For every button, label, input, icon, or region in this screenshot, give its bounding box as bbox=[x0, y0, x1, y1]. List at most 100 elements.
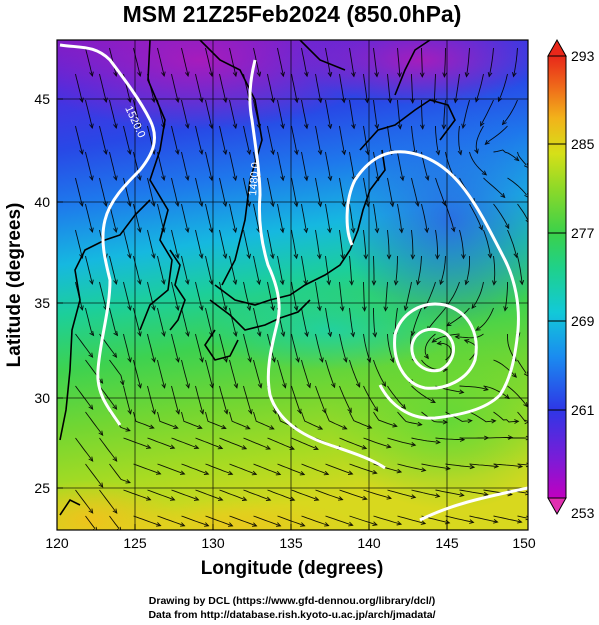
streamline bbox=[181, 203, 189, 233]
streamline-arrowhead bbox=[464, 72, 470, 78]
streamline-arrowhead bbox=[424, 227, 430, 234]
streamline-arrowhead bbox=[208, 123, 214, 130]
streamline-arrowhead bbox=[430, 398, 436, 403]
streamline-arrowhead bbox=[441, 200, 447, 207]
streamline bbox=[157, 515, 185, 527]
streamline-arrowhead bbox=[432, 98, 437, 104]
streamline bbox=[291, 489, 319, 501]
streamline bbox=[397, 151, 404, 181]
colorbar-tick-label: 285 bbox=[571, 136, 595, 152]
streamline bbox=[387, 73, 391, 103]
streamline bbox=[147, 489, 175, 501]
streamline bbox=[253, 307, 261, 337]
streamline-arrowhead bbox=[530, 124, 534, 128]
streamline bbox=[421, 411, 448, 423]
streamline bbox=[435, 177, 446, 206]
streamline-arrowhead bbox=[103, 149, 108, 156]
x-tick-label: 130 bbox=[201, 535, 225, 551]
streamline-arrowhead bbox=[306, 383, 311, 389]
streamline bbox=[85, 99, 93, 129]
streamline-arrowhead bbox=[416, 280, 421, 286]
streamline bbox=[432, 333, 460, 343]
streamline bbox=[219, 489, 247, 501]
streamline bbox=[397, 47, 401, 77]
streamline-arrowhead bbox=[270, 253, 275, 260]
streamline bbox=[277, 255, 284, 285]
streamline bbox=[205, 411, 226, 429]
streamline-arrowhead bbox=[137, 331, 142, 337]
y-tick-label: 40 bbox=[34, 194, 50, 210]
streamline-arrowhead bbox=[524, 419, 528, 425]
streamline bbox=[301, 307, 308, 337]
streamline bbox=[435, 489, 464, 496]
streamline bbox=[301, 99, 308, 129]
streamline bbox=[243, 229, 250, 259]
streamline-arrowhead bbox=[233, 383, 239, 389]
streamline-arrowhead bbox=[275, 470, 282, 476]
streamline-arrowhead bbox=[227, 522, 234, 527]
streamline-arrowhead bbox=[151, 305, 156, 312]
streamline bbox=[253, 99, 261, 129]
streamline bbox=[267, 73, 274, 103]
streamline bbox=[493, 515, 522, 523]
streamline-arrowhead bbox=[98, 430, 104, 436]
streamline bbox=[466, 47, 470, 77]
colorbar-tick-label: 261 bbox=[571, 402, 595, 418]
streamline-arrowhead bbox=[197, 424, 203, 430]
streamline-arrowhead bbox=[199, 409, 205, 415]
streamline-arrowhead bbox=[222, 201, 228, 208]
streamline-arrowhead bbox=[275, 522, 282, 527]
streamline bbox=[373, 411, 397, 427]
streamline bbox=[99, 489, 118, 514]
streamline-arrowhead bbox=[480, 121, 485, 127]
streamline-arrowhead bbox=[469, 464, 476, 470]
streamline bbox=[85, 255, 93, 285]
streamline bbox=[475, 307, 494, 331]
streamline-arrowhead bbox=[539, 410, 543, 415]
cold-core-north bbox=[300, 40, 528, 105]
streamline-arrowhead bbox=[184, 175, 190, 182]
streamline-arrowhead bbox=[232, 175, 238, 182]
streamline-arrowhead bbox=[137, 71, 142, 78]
streamline bbox=[397, 411, 422, 426]
streamline bbox=[421, 47, 423, 77]
streamline bbox=[75, 73, 83, 103]
streamline bbox=[253, 411, 274, 430]
x-tick-label: 145 bbox=[435, 535, 459, 551]
streamline-arrowhead bbox=[461, 123, 466, 130]
streamline-arrowhead bbox=[365, 149, 370, 156]
streamline-arrowhead bbox=[256, 279, 261, 286]
streamline-arrowhead bbox=[221, 424, 227, 430]
streamline bbox=[243, 281, 251, 311]
streamline bbox=[229, 411, 250, 430]
streamline-arrowhead bbox=[497, 96, 503, 103]
streamline bbox=[109, 515, 120, 530]
streamline bbox=[363, 125, 369, 155]
y-axis: 25 30 35 40 45 Latitude (degrees) bbox=[4, 91, 63, 496]
streamline-arrowhead bbox=[529, 333, 533, 337]
x-tick-label: 120 bbox=[45, 535, 69, 551]
streamline bbox=[424, 333, 436, 359]
streamline bbox=[85, 203, 93, 233]
streamline-arrowhead bbox=[79, 201, 84, 208]
streamline bbox=[349, 255, 353, 285]
streamline bbox=[363, 73, 368, 103]
streamline-arrowhead bbox=[145, 444, 152, 449]
streamline bbox=[181, 411, 202, 429]
streamline-arrowhead bbox=[98, 482, 104, 488]
contour-south bbox=[419, 486, 528, 522]
streamline bbox=[339, 177, 345, 207]
streamline-arrowhead bbox=[246, 149, 252, 156]
streamline bbox=[123, 125, 131, 155]
streamline bbox=[373, 47, 378, 77]
streamline bbox=[421, 203, 428, 233]
streamline bbox=[157, 151, 165, 181]
streamline-arrowhead bbox=[531, 436, 535, 440]
streamline bbox=[75, 229, 83, 259]
streamline-arrowhead bbox=[341, 201, 347, 208]
streamline-arrowhead bbox=[89, 279, 94, 286]
streamline-arrowhead bbox=[185, 331, 190, 338]
streamline bbox=[411, 177, 419, 207]
streamline bbox=[243, 489, 271, 501]
streamline bbox=[253, 255, 260, 285]
